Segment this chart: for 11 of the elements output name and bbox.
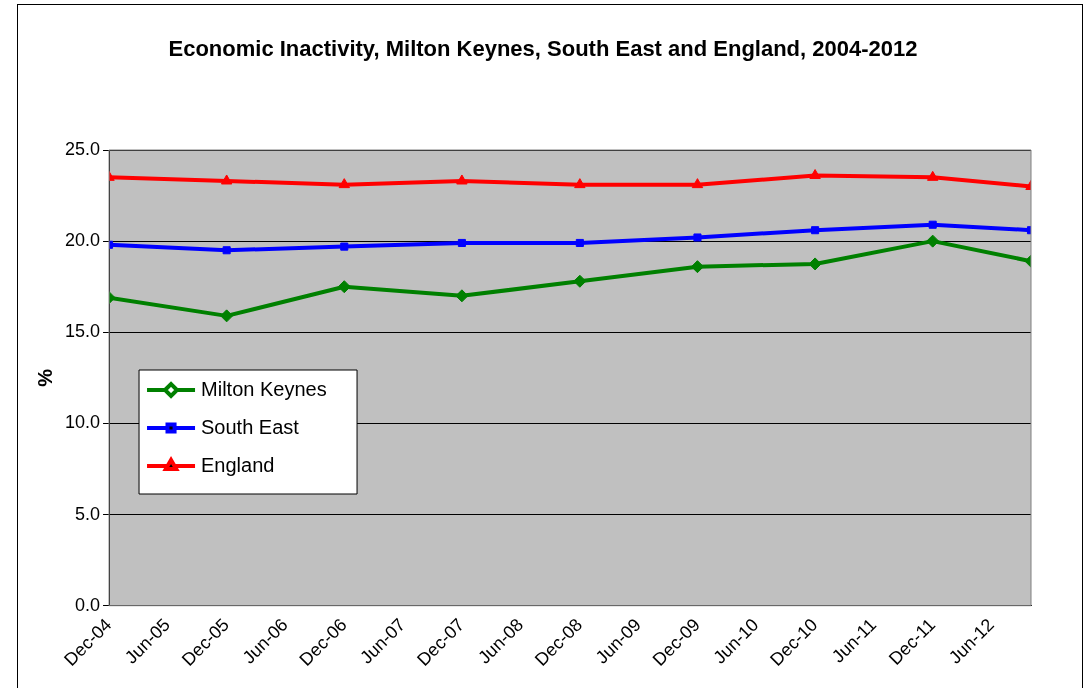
legend-label: South East: [201, 415, 300, 438]
legend-label: England: [201, 453, 275, 476]
y-axis-title: %: [33, 368, 56, 387]
y-tick-label: 0.0: [75, 594, 101, 615]
y-tick-label: 20.0: [64, 230, 101, 251]
y-tick-label: 5.0: [75, 503, 101, 524]
y-tick-label: 25.0: [64, 138, 101, 159]
legend-label: Milton Keynes: [201, 377, 327, 400]
y-tick-label: 10.0: [64, 412, 101, 433]
chart-title: Economic Inactivity, Milton Keynes, South East and England, 2004-2012: [168, 35, 918, 63]
y-tick-label: 15.0: [64, 321, 101, 342]
